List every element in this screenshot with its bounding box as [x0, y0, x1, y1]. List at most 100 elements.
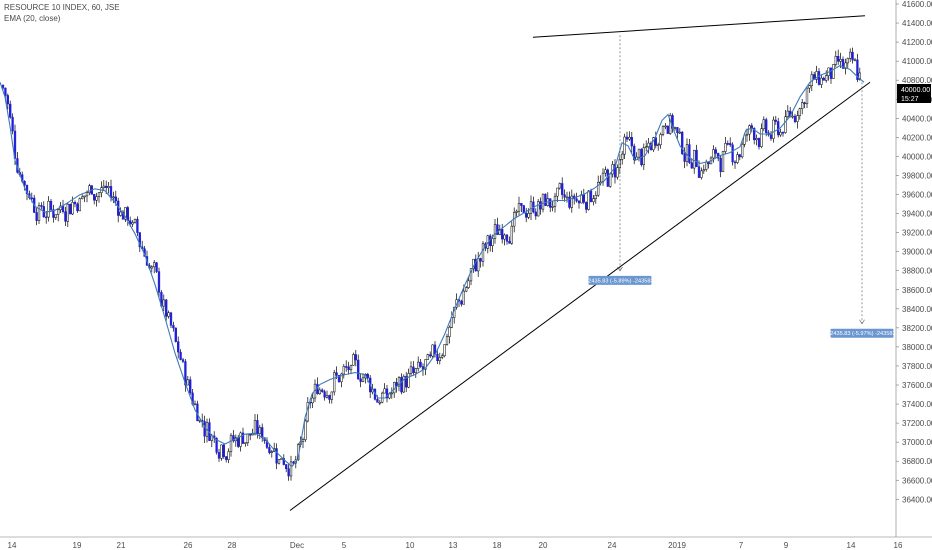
candle-down: [121, 211, 125, 220]
candle-down: [93, 194, 96, 201]
candle-up: [83, 195, 86, 198]
candle-up: [390, 392, 393, 395]
y-tick-label: 37400.00: [902, 400, 932, 409]
candle-up: [414, 368, 417, 373]
price-badge-box[interactable]: [897, 84, 931, 103]
x-tick-label: 10: [406, 541, 415, 550]
y-tick-label: 40200.00: [902, 133, 932, 142]
candle-up: [839, 59, 842, 62]
candle-up: [741, 143, 744, 158]
candle-up: [424, 359, 427, 370]
ema-line: [0, 64, 865, 468]
candle-up: [609, 173, 612, 187]
candle-up: [417, 361, 420, 369]
candle-up: [153, 262, 156, 268]
y-tick-label: 37600.00: [902, 381, 932, 390]
y-tick-label: 41200.00: [902, 38, 932, 47]
candle-up: [498, 228, 501, 235]
candle-down: [575, 198, 578, 202]
candle-down: [505, 234, 509, 242]
candle-up: [748, 125, 751, 135]
candle-down: [817, 71, 821, 85]
candle-up: [846, 58, 849, 64]
candle-down: [803, 102, 806, 105]
candle-up: [431, 344, 434, 357]
y-tick-label: 36600.00: [902, 476, 932, 485]
candle-down: [714, 149, 717, 154]
candle-up: [645, 146, 648, 149]
candle-up: [445, 336, 449, 345]
candle-down: [321, 389, 324, 392]
candle-up: [604, 169, 607, 174]
candle-up: [97, 192, 101, 197]
y-tick-label: 38200.00: [902, 324, 932, 333]
candle-up: [193, 403, 197, 406]
candle-down: [561, 183, 564, 195]
candle-up: [657, 144, 660, 147]
candle-down: [285, 464, 288, 469]
candle-down: [496, 224, 499, 235]
candle-up: [78, 198, 81, 212]
candle-down: [837, 56, 840, 62]
candle-down: [169, 312, 173, 326]
candle-down: [613, 164, 617, 178]
candle-down: [165, 299, 168, 317]
trendline[interactable]: [532, 15, 866, 38]
candle-up: [325, 395, 329, 398]
candle-down: [577, 200, 581, 204]
candle-down: [9, 103, 12, 118]
x-tick-label: 20: [539, 541, 548, 550]
candle-down: [729, 143, 732, 146]
candle-up: [361, 377, 365, 382]
candle-down: [781, 131, 785, 134]
candle-down: [155, 262, 158, 272]
candle-down: [177, 341, 180, 353]
candle-up: [402, 376, 405, 393]
candle-up: [815, 71, 818, 80]
candle-down: [105, 185, 108, 188]
candle-up: [467, 280, 470, 288]
candle-up: [529, 201, 533, 214]
candle-up: [772, 119, 775, 139]
candle-up: [340, 373, 343, 383]
y-tick-label: 39800.00: [902, 171, 932, 180]
candle-down: [323, 391, 326, 398]
candle-down: [630, 137, 633, 147]
candle-up: [594, 194, 597, 199]
candle-up: [443, 344, 446, 357]
candle-up: [107, 186, 110, 188]
candle-up: [784, 116, 787, 133]
x-tick-label: 7: [739, 541, 744, 550]
candle-up: [227, 451, 230, 460]
candle-up: [330, 391, 333, 400]
x-tick-label: 5: [342, 541, 347, 550]
measure-arrow: [617, 266, 623, 272]
candle-down: [268, 447, 271, 453]
candle-down: [726, 143, 729, 145]
candle-up: [652, 137, 655, 151]
candle-down: [719, 157, 722, 173]
ema-indicator-label[interactable]: EMA (20, close): [4, 14, 61, 23]
candle-up: [102, 185, 105, 188]
y-tick-label: 38600.00: [902, 286, 932, 295]
x-tick-label: 14: [847, 541, 856, 550]
candle-up: [393, 382, 396, 394]
candle-up: [700, 170, 703, 178]
candle-up: [702, 169, 705, 172]
trendline[interactable]: [289, 81, 871, 511]
candle-down: [215, 437, 218, 453]
y-tick-label: 41400.00: [902, 19, 932, 28]
candle-up: [565, 196, 569, 199]
candle-up: [352, 354, 355, 366]
candle-up: [628, 137, 631, 140]
x-tick-label: 18: [493, 541, 502, 550]
candle-up: [637, 148, 641, 158]
candle-down: [136, 218, 139, 233]
candle-down: [429, 354, 432, 357]
candle-up: [426, 354, 429, 360]
candle-up: [349, 365, 353, 371]
x-tick-label: 9: [784, 541, 789, 550]
candle-down: [1, 84, 5, 89]
candle-up: [510, 225, 513, 244]
